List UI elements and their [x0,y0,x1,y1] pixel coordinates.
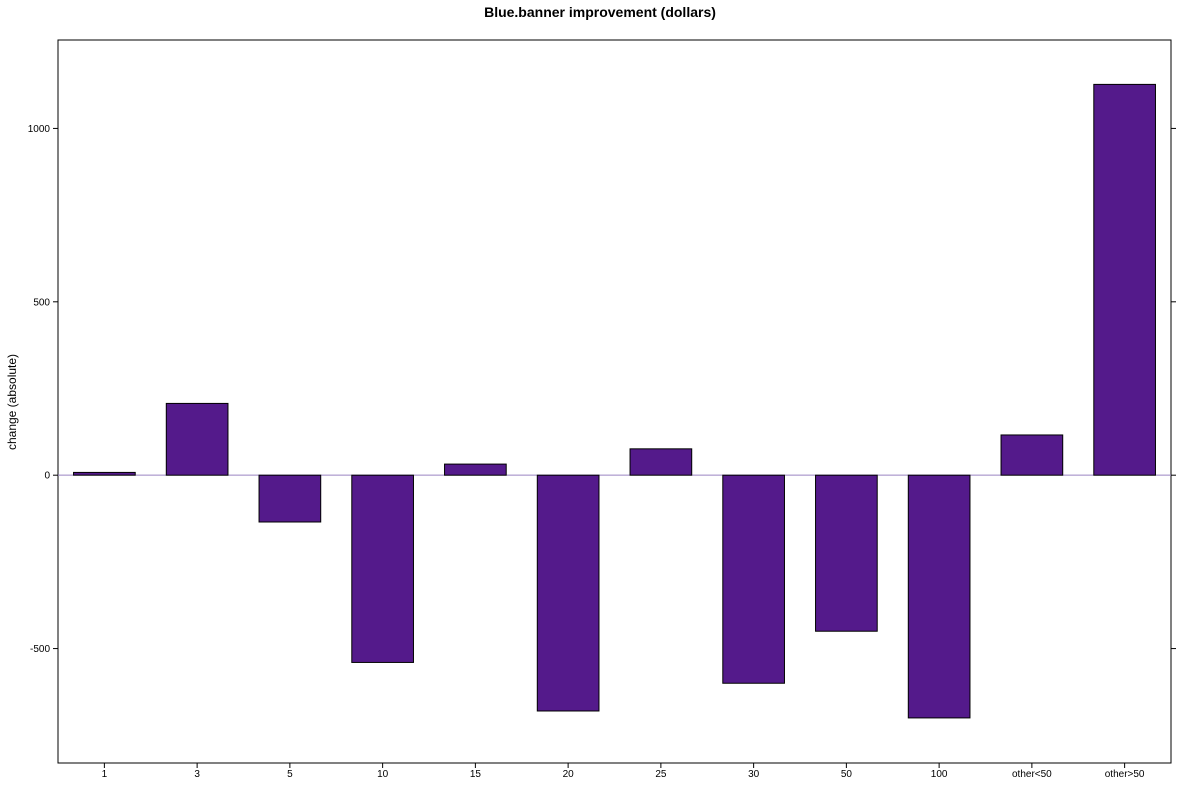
y-tick-label: 1000 [28,124,51,135]
y-tick-label: -500 [30,644,50,655]
x-tick-label: 50 [841,769,853,780]
chart-title: Blue.banner improvement (dollars) [484,4,716,20]
x-tick-label: 3 [194,769,200,780]
bars-group [73,83,1156,719]
x-tick-label: 100 [931,769,948,780]
y-axis-label: change (absolute) [5,354,19,450]
bar-100 [907,474,971,719]
bar-25 [629,448,693,476]
y-axis-ticks: -500 0 500 1000 [28,124,1176,655]
bar-20 [536,474,600,712]
x-tick-label: 30 [748,769,760,780]
bar-30 [722,474,785,684]
x-tick-label: 20 [563,769,575,780]
x-tick-label: 5 [287,769,293,780]
bar-10 [351,474,414,663]
y-tick-label: 0 [44,471,50,482]
bar-3 [165,402,229,476]
x-tick-label: other>50 [1105,769,1145,780]
x-tick-label: 1 [102,769,108,780]
bar-1 [73,471,136,476]
x-axis-ticks: 1 3 5 10 15 20 25 30 50 100 other<50 other>50 [102,763,1145,780]
x-tick-label: other<50 [1012,769,1052,780]
bar-other>50 [1093,83,1156,476]
x-tick-label: 25 [655,769,667,780]
bar-5 [258,474,322,523]
bar-other<50 [1000,434,1064,476]
y-tick-label: 500 [33,297,50,308]
plot-frame [57,39,1172,764]
x-tick-label: 10 [377,769,389,780]
bar-50 [815,474,878,632]
bar-15 [444,463,507,476]
x-tick-label: 15 [470,769,482,780]
